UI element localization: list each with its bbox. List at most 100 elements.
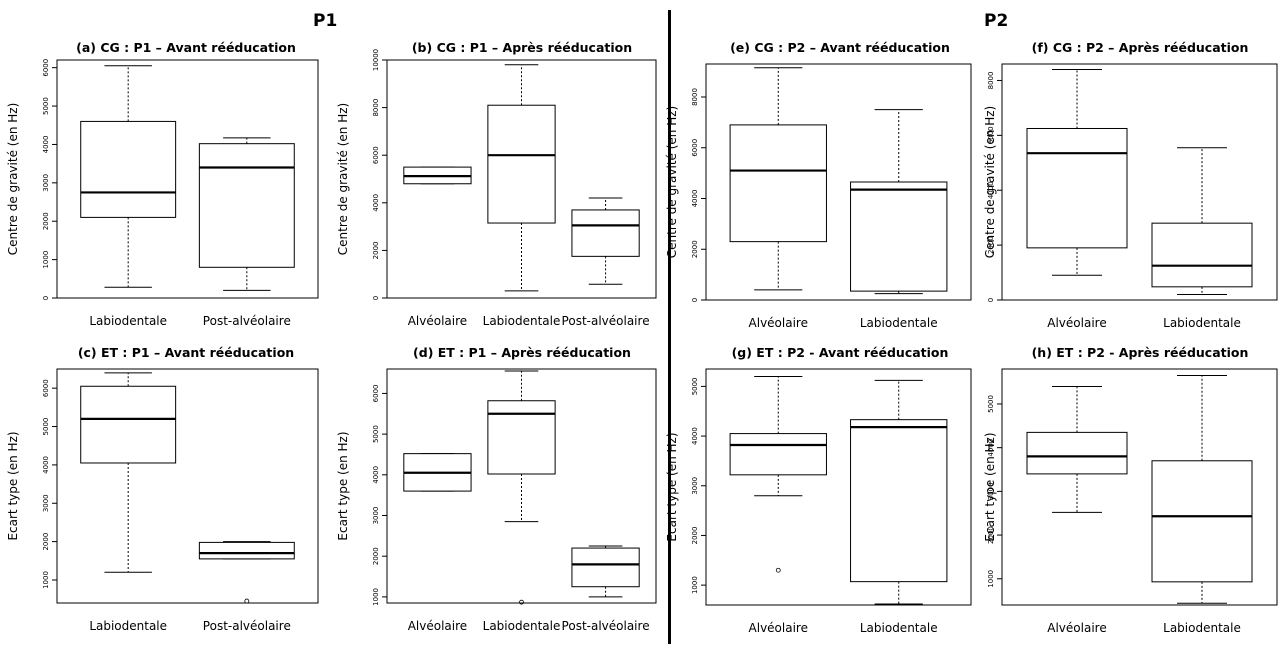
plot-frame: [705, 368, 972, 606]
chart-title: (d) ET : P1 – Après rééducation: [413, 345, 631, 360]
y-tick-label: 6000: [987, 126, 995, 144]
chart-panel-8: (h) ET : P2 - Après rééducation Ecart typ…: [983, 345, 1278, 635]
x-category-label: Alvéolaire: [749, 316, 808, 330]
chart-panel-7: (g) ET : P2 - Avant rééducation Ecart typ…: [665, 345, 972, 635]
y-tick-label: 6000: [372, 146, 380, 164]
y-tick-label: 1000: [42, 251, 50, 269]
x-category-label: Alvéolaire: [1047, 621, 1106, 635]
chart-title: (c) ET : P1 – Avant rééducation: [78, 345, 294, 360]
x-category-label: Labiodentale: [89, 619, 167, 633]
outlier-point: [775, 567, 781, 573]
y-tick-label: 6000: [691, 139, 699, 157]
y-tick-label: 2000: [987, 236, 995, 254]
y-tick-label: 8000: [691, 88, 699, 106]
y-tick-label: 10000: [372, 49, 380, 71]
y-tick-label: 2000: [987, 526, 995, 544]
outlier-point: [519, 599, 524, 605]
y-tick-label: 8000: [372, 99, 380, 117]
box-labiodentale: [80, 372, 177, 573]
x-category-label: Alvéolaire: [749, 621, 808, 635]
iqr-box: [1026, 431, 1128, 475]
box-post-alv-olaire: [198, 541, 295, 604]
box-labiodentale: [850, 109, 948, 295]
iqr-box: [487, 400, 556, 475]
x-category-label: Alvéolaire: [1047, 316, 1106, 330]
y-axis-label: Ecart type (en Hz): [665, 432, 679, 541]
y-tick-label: 6000: [42, 59, 50, 77]
iqr-box: [198, 541, 295, 560]
y-tick-label: 1000: [372, 588, 380, 606]
chart-title: (a) CG : P1 – Avant rééducation: [76, 40, 296, 55]
y-tick-label: 5000: [691, 377, 699, 395]
y-tick-label: 5000: [987, 395, 995, 413]
y-tick-label: 8000: [987, 72, 995, 90]
iqr-box: [1151, 460, 1253, 583]
chart-title: (e) CG : P2 – Avant rééducation: [730, 40, 950, 55]
y-tick-label: 3000: [42, 174, 50, 192]
box-post-alv-olaire: [571, 545, 640, 598]
y-tick-label: 4000: [691, 190, 699, 208]
iqr-box: [729, 433, 827, 476]
group-divider: [668, 10, 671, 644]
y-axis-label: Centre de gravité (en Hz): [6, 103, 20, 255]
y-axis-label: Ecart type (en Hz): [6, 431, 20, 540]
y-tick-label: 2000: [691, 240, 699, 258]
y-tick-label: 3000: [372, 507, 380, 525]
chart-panel-6: (f) CG : P2 – Après rééducation Centre de…: [983, 40, 1278, 330]
x-category-label: Post-alvéolaire: [562, 619, 650, 633]
x-category-label: Alvéolaire: [408, 619, 467, 633]
iqr-box: [80, 120, 177, 218]
x-category-label: Alvéolaire: [408, 314, 467, 328]
x-category-label: Labiodentale: [860, 316, 938, 330]
plot-frame: [386, 59, 657, 299]
iqr-box: [198, 143, 295, 268]
x-category-label: Labiodentale: [89, 314, 167, 328]
x-category-label: Labiodentale: [860, 621, 938, 635]
box-labiodentale: [80, 65, 177, 288]
plot-frame: [56, 59, 319, 299]
chart-panel-3: (c) ET : P1 – Avant rééducation Ecart typ…: [6, 345, 319, 633]
box-labiodentale: [487, 370, 556, 605]
chart-title: (f) CG : P2 – Après rééducation: [1032, 40, 1249, 55]
y-tick-label: 5000: [372, 425, 380, 443]
iqr-box: [571, 547, 640, 588]
y-axis-label: Centre de gravité (en Hz): [983, 106, 997, 258]
y-tick-label: 4000: [372, 194, 380, 212]
y-tick-label: 2000: [372, 547, 380, 565]
x-category-label: Post-alvéolaire: [562, 314, 650, 328]
chart-panel-4: (d) ET : P1 – Après rééducation Ecart typ…: [336, 345, 657, 633]
y-tick-label: 0: [42, 296, 50, 300]
box-post-alv-olaire: [198, 137, 295, 291]
y-axis-label: Ecart type (en Hz): [336, 431, 350, 540]
y-axis-label: Ecart type (en Hz): [983, 432, 997, 541]
iqr-box: [850, 419, 948, 583]
y-tick-label: 2000: [372, 241, 380, 259]
plot-frame: [56, 368, 319, 604]
y-tick-label: 0: [987, 298, 995, 302]
y-tick-label: 4000: [42, 136, 50, 154]
y-tick-label: 2000: [42, 533, 50, 551]
y-tick-label: 6000: [372, 385, 380, 403]
iqr-box: [1026, 127, 1128, 249]
y-axis-label: Centre de gravité (en Hz): [665, 106, 679, 258]
chart-panel-1: (a) CG : P1 – Avant rééducation Centre de…: [6, 40, 319, 328]
plot-frame: [705, 63, 972, 301]
y-tick-label: 4000: [987, 181, 995, 199]
box-labiodentale: [850, 379, 948, 605]
box-alv-olaire: [1026, 385, 1128, 513]
group-label-p2: P2: [984, 11, 1009, 31]
y-tick-label: 3000: [42, 494, 50, 512]
box-alv-olaire: [729, 67, 827, 291]
x-category-label: Post-alvéolaire: [203, 619, 291, 633]
plot-frame: [1001, 368, 1278, 606]
box-labiodentale: [487, 64, 556, 292]
iqr-box: [80, 385, 177, 464]
plot-frame: [1001, 63, 1278, 301]
y-tick-label: 4000: [987, 439, 995, 457]
plot-frame: [386, 368, 657, 604]
iqr-box: [571, 209, 640, 257]
y-tick-label: 1000: [691, 576, 699, 594]
y-tick-label: 1000: [42, 571, 50, 589]
x-category-label: Labiodentale: [1163, 621, 1241, 635]
